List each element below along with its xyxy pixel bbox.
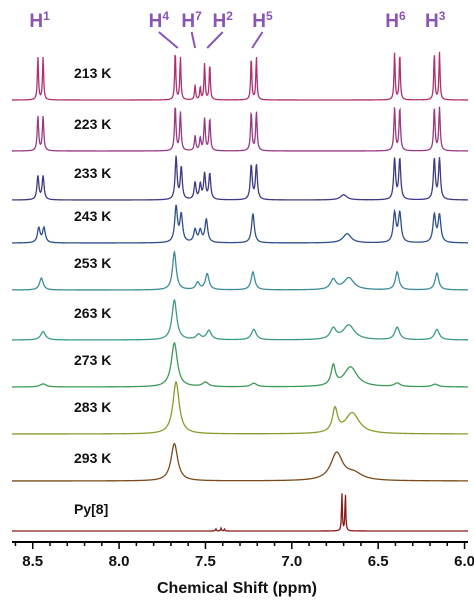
x-tick-label: 7.5 — [195, 553, 216, 570]
series-label: 263 K — [74, 305, 111, 321]
peak-label-h1: H1 — [29, 9, 50, 32]
series-label: 293 K — [74, 450, 111, 466]
peak-pointer-line — [251, 31, 264, 49]
spectrum-293-k — [12, 442, 468, 482]
x-tick-label: 8.0 — [109, 553, 130, 570]
spectrum-py-8- — [12, 493, 468, 532]
peak-pointer-line — [206, 31, 224, 49]
spectrum-253-k — [11, 250, 469, 291]
peak-label-h5: H5 — [252, 9, 273, 32]
series-label: 273 K — [74, 352, 111, 368]
series-label: 223 K — [74, 116, 111, 132]
series-labels-group: 213 K 223 K 233 K 243 K 253 K 263 K 273 K 283 K… — [74, 65, 111, 517]
series-label: 243 K — [74, 208, 111, 224]
spectrum-213-k — [12, 51, 469, 101]
spectra-group — [11, 51, 469, 532]
peak-label-h6: H6 — [385, 9, 406, 32]
peak-label-h4: H4 — [149, 9, 170, 32]
x-tick-label: 7.0 — [281, 553, 302, 570]
peak-pointer-line — [158, 31, 179, 49]
series-label: 253 K — [74, 255, 111, 271]
x-tick-label: 6.5 — [368, 553, 389, 570]
peak-label-h7: H7 — [181, 9, 202, 32]
peak-label-h2: H2 — [213, 9, 234, 32]
series-label: 283 K — [74, 399, 111, 415]
spectrum-263-k — [12, 298, 468, 341]
spectrum-233-k — [12, 155, 469, 201]
spectrum-223-k — [12, 106, 468, 152]
peak-pointer-line — [190, 31, 197, 49]
x-tick-label: 8.5 — [22, 553, 43, 570]
spectrum-283-k — [12, 380, 468, 435]
x-axis: 8.5 8.0 7.5 7.0 6.5 6.0 — [12, 541, 474, 570]
series-label: Py[8] — [74, 501, 108, 517]
x-tick-label: 6.0 — [454, 553, 474, 570]
series-label: 233 K — [74, 165, 111, 181]
series-label: 213 K — [74, 65, 111, 81]
x-axis-title: Chemical Shift (ppm) — [157, 580, 317, 597]
peak-labels-group: H1 H4 H7 H2 H5 H6 H3 — [29, 9, 446, 49]
peak-label-h3: H3 — [425, 9, 446, 32]
spectrum-243-k — [12, 204, 469, 244]
spectrum-273-k — [12, 341, 468, 388]
